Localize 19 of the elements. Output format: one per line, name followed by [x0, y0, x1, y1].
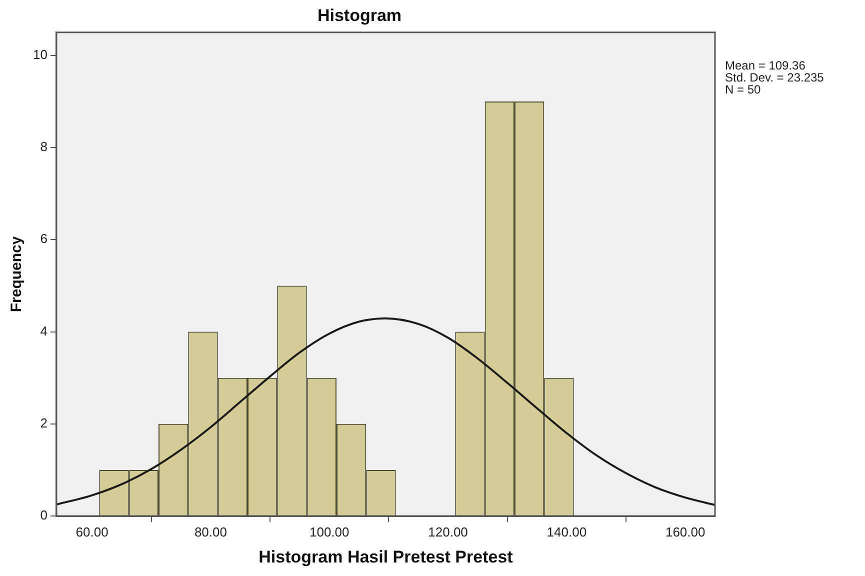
- y-tick-label: 2: [40, 415, 48, 430]
- y-tick-label: 4: [40, 323, 48, 338]
- y-axis-title: Frequency: [8, 236, 26, 312]
- x-tick-label: 140.00: [546, 524, 587, 540]
- x-axis-title: Histogram Hasil Pretest Pretest: [258, 547, 514, 566]
- text: N = 50: [725, 82, 762, 97]
- x-tick-label: 60.00: [76, 524, 108, 540]
- line-series: [56, 317, 715, 506]
- y-tick-label: 10: [32, 47, 48, 62]
- y-tick-label: 0: [40, 508, 48, 523]
- text: Mean = 109.36: [725, 58, 806, 73]
- x-tick-label: 80.00: [194, 524, 227, 540]
- x-tick-label: 120.00: [428, 524, 468, 540]
- x-tick-label: 100.00: [309, 524, 350, 540]
- x-tick-label: 160.00: [665, 524, 706, 540]
- text: Std. Dev. = 23.235: [725, 70, 824, 85]
- y-tick-label: 8: [40, 139, 48, 154]
- chart-title: Histogram: [317, 6, 402, 25]
- y-tick-label: 6: [40, 231, 48, 246]
